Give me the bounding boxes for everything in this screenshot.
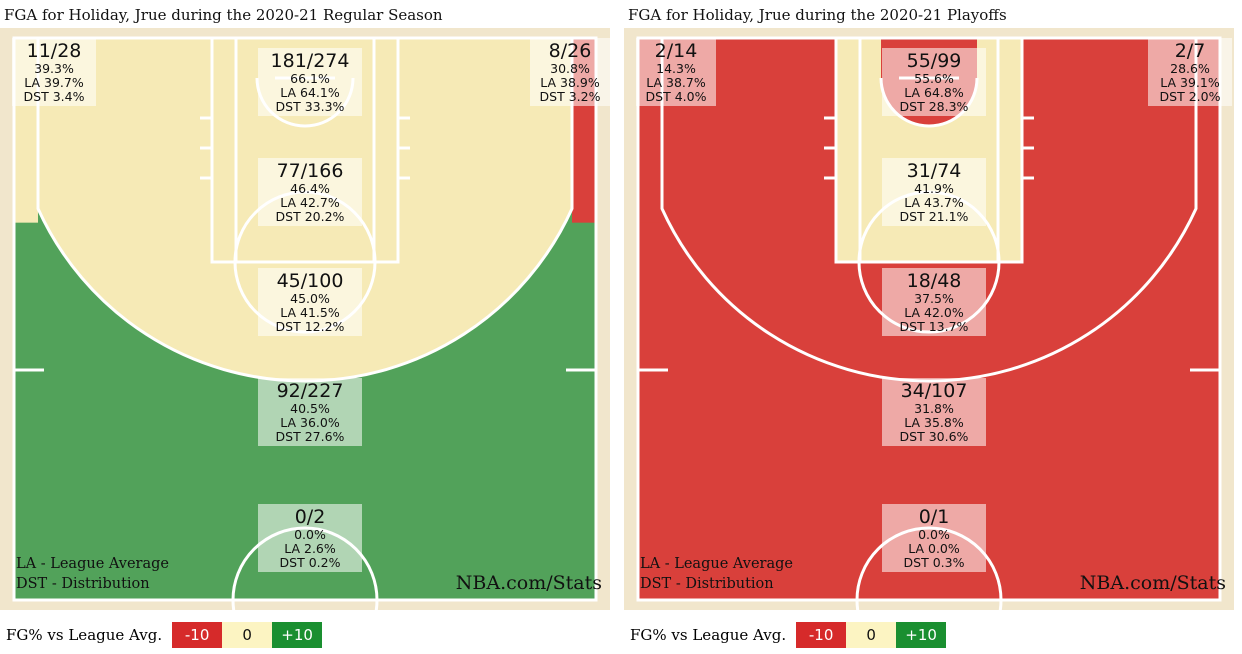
zone-label-right-corner: 8/26 30.8% LA 38.9% DST 3.2% [530,38,610,106]
fga: 92/227 [276,380,344,402]
distribution: DST 21.1% [899,209,969,224]
fga: 2/14 [654,40,698,62]
fg-pct: 0.0% [918,527,950,542]
fg-pct: 40.5% [290,401,330,416]
fg-pct: 41.9% [914,181,954,196]
distribution: DST 0.2% [279,555,341,570]
league-avg: LA 39.7% [24,75,84,90]
fg-pct: 0.0% [294,527,326,542]
fg-pct: 39.3% [34,61,74,76]
league-avg: LA 39.1% [1160,75,1220,90]
zone-label-paint: 31/74 41.9% LA 43.7% DST 21.1% [882,158,986,226]
legend-league-average: LA - League Average [640,556,793,572]
color-scale-legend: FG% vs League Avg. -10 0 +10 [6,622,323,648]
fga: 0/2 [294,506,326,528]
league-avg: LA 43.7% [904,195,964,210]
scale-label: FG% vs League Avg. [6,626,163,644]
fga: 181/274 [270,50,350,72]
regular-season-panel: FGA for Holiday, Jrue during the 2020-21… [0,0,610,654]
fg-pct: 46.4% [290,181,330,196]
fga: 11/28 [26,40,82,62]
nba-stats-brand: NBA.com/Stats [455,572,602,594]
fg-pct: 45.0% [290,291,330,306]
league-avg: LA 42.0% [904,305,964,320]
fga: 31/74 [906,160,962,182]
fga: 18/48 [906,270,962,292]
distribution: DST 3.4% [23,89,85,104]
fga: 2/7 [1174,40,1206,62]
color-scale-legend: FG% vs League Avg. -10 0 +10 [630,622,947,648]
fga: 8/26 [548,40,592,62]
zone-label-paint: 77/166 46.4% LA 42.7% DST 20.2% [258,158,362,226]
fga: 34/107 [900,380,968,402]
league-avg: LA 64.8% [904,85,964,100]
lane-outer [834,36,1024,264]
league-avg: LA 2.6% [284,541,336,556]
fg-pct: 66.1% [290,71,330,86]
league-avg: LA 64.1% [280,85,340,100]
fga: 45/100 [276,270,344,292]
scale-negative: -10 [172,622,223,648]
playoffs-panel: FGA for Holiday, Jrue during the 2020-21… [624,0,1234,654]
distribution: DST 4.0% [645,89,707,104]
panel-title: FGA for Holiday, Jrue during the 2020-21… [4,6,443,24]
fg-pct: 14.3% [656,61,696,76]
zone-label-backcourt: 0/2 0.0% LA 2.6% DST 0.2% [258,504,362,572]
legend-distribution: DST - Distribution [640,576,774,592]
distribution: DST 0.3% [903,555,965,570]
zone-label-mid-range: 18/48 37.5% LA 42.0% DST 13.7% [882,268,986,336]
scale-positive: +10 [272,622,323,648]
fga: 55/99 [906,50,962,72]
zone-label-restricted-area: 55/99 55.6% LA 64.8% DST 28.3% [882,48,986,116]
zone-label-restricted-area: 181/274 66.1% LA 64.1% DST 33.3% [258,48,362,116]
distribution: DST 28.3% [899,99,969,114]
fga: 0/1 [918,506,950,528]
fg-pct: 28.6% [1170,61,1210,76]
league-avg: LA 41.5% [280,305,340,320]
distribution: DST 2.0% [1159,89,1221,104]
league-avg: LA 38.7% [646,75,706,90]
scale-label: FG% vs League Avg. [630,626,787,644]
fga: 77/166 [276,160,344,182]
nba-stats-brand: NBA.com/Stats [1079,572,1226,594]
lane-outer [210,36,400,264]
zone-label-right-corner: 2/7 28.6% LA 39.1% DST 2.0% [1148,38,1232,106]
distribution: DST 30.6% [899,429,969,444]
distribution: DST 13.7% [899,319,969,334]
league-avg: LA 0.0% [908,541,960,556]
zone-label-left-corner: 11/28 39.3% LA 39.7% DST 3.4% [12,38,96,106]
fg-pct: 30.8% [550,61,590,76]
zone-label-mid-range: 45/100 45.0% LA 41.5% DST 12.2% [258,268,362,336]
fg-pct: 37.5% [914,291,954,306]
legend-distribution: DST - Distribution [16,576,150,592]
league-avg: LA 36.0% [280,415,340,430]
scale-positive: +10 [896,622,947,648]
fg-pct: 31.8% [914,401,954,416]
legend-league-average: LA - League Average [16,556,169,572]
distribution: DST 12.2% [275,319,345,334]
zone-label-above-break-3: 92/227 40.5% LA 36.0% DST 27.6% [258,378,362,446]
league-avg: LA 42.7% [280,195,340,210]
panel-title: FGA for Holiday, Jrue during the 2020-21… [628,6,1007,24]
league-avg: LA 35.8% [904,415,964,430]
distribution: DST 27.6% [275,429,345,444]
fg-pct: 55.6% [914,71,954,86]
distribution: DST 20.2% [275,209,345,224]
scale-zero: 0 [222,622,273,648]
zone-label-left-corner: 2/14 14.3% LA 38.7% DST 4.0% [636,38,716,106]
zone-label-backcourt: 0/1 0.0% LA 0.0% DST 0.3% [882,504,986,572]
distribution: DST 3.2% [539,89,601,104]
league-avg: LA 38.9% [540,75,600,90]
scale-zero: 0 [846,622,897,648]
scale-negative: -10 [796,622,847,648]
distribution: DST 33.3% [275,99,345,114]
zone-label-above-break-3: 34/107 31.8% LA 35.8% DST 30.6% [882,378,986,446]
